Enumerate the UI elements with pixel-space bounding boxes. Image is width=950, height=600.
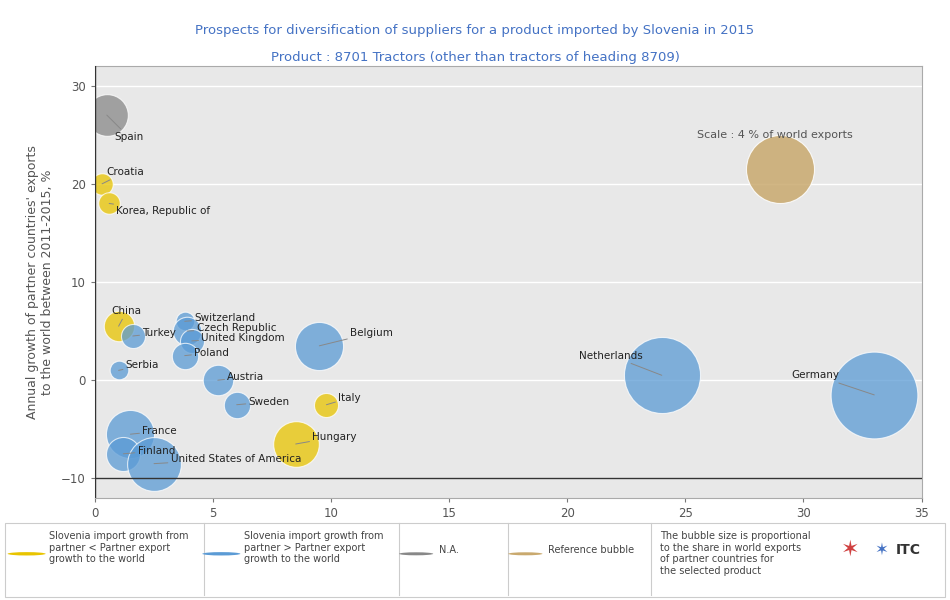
X-axis label: Share of partner countries in Slovenia's imports, 2015, %: Share of partner countries in Slovenia's… [329, 529, 688, 541]
Point [146, 459, 162, 469]
Text: Reference bubble: Reference bubble [548, 545, 635, 554]
Text: Germany: Germany [791, 370, 874, 395]
Text: ✶: ✶ [874, 541, 888, 559]
Point [180, 326, 195, 336]
Text: Finland: Finland [124, 446, 175, 456]
Point [288, 439, 303, 449]
Text: Prospects for diversification of suppliers for a product imported by Slovenia in: Prospects for diversification of supplie… [196, 24, 754, 37]
Text: Croatia: Croatia [102, 167, 144, 184]
Point [177, 316, 192, 326]
Text: Korea, Republic of: Korea, Republic of [109, 203, 210, 217]
Text: United Kingdom: United Kingdom [192, 333, 285, 343]
Point [210, 376, 225, 385]
Point [99, 110, 114, 120]
Circle shape [399, 552, 433, 556]
Text: N.A.: N.A. [439, 545, 459, 554]
Text: ITC: ITC [896, 542, 921, 557]
Text: Spain: Spain [106, 115, 143, 142]
Circle shape [508, 552, 542, 556]
Point [94, 179, 109, 188]
Text: Scale : 4 % of world exports: Scale : 4 % of world exports [697, 130, 853, 140]
Text: Belgium: Belgium [319, 328, 393, 346]
Point [866, 390, 882, 400]
Text: Switzerland: Switzerland [184, 313, 256, 323]
Point [116, 449, 131, 458]
Text: ✶: ✶ [841, 539, 860, 560]
Point [123, 430, 138, 439]
Point [111, 322, 126, 331]
Text: Poland: Poland [184, 347, 229, 358]
Text: Slovenia import growth from
partner < Partner export
growth to the world: Slovenia import growth from partner < Pa… [49, 531, 189, 565]
Text: Austria: Austria [218, 372, 264, 382]
Circle shape [8, 552, 46, 556]
Point [177, 351, 192, 361]
Text: The bubble size is proportional
to the share in world exports
of partner countri: The bubble size is proportional to the s… [660, 531, 811, 576]
Text: Sweden: Sweden [237, 397, 290, 407]
Point [312, 341, 327, 350]
Point [772, 164, 788, 174]
Text: Italy: Italy [327, 393, 361, 405]
Text: Hungary: Hungary [295, 432, 357, 444]
Y-axis label: Annual growth of partner countries' exports
to the world between 2011-2015, %: Annual growth of partner countries' expo… [27, 145, 54, 419]
Point [111, 365, 126, 375]
Text: Turkey: Turkey [133, 328, 176, 338]
Text: Czech Republic: Czech Republic [187, 323, 276, 333]
Point [184, 336, 200, 346]
Text: Serbia: Serbia [119, 361, 159, 370]
Text: Product : 8701 Tractors (other than tractors of heading 8709): Product : 8701 Tractors (other than trac… [271, 51, 679, 64]
Text: China: China [111, 307, 142, 326]
Point [655, 370, 670, 380]
Point [319, 400, 334, 410]
FancyBboxPatch shape [5, 523, 945, 596]
Text: Slovenia import growth from
partner > Partner export
growth to the world: Slovenia import growth from partner > Pa… [244, 531, 384, 565]
Text: France: France [130, 426, 177, 436]
Point [229, 400, 244, 410]
Text: Netherlands: Netherlands [580, 350, 662, 375]
Point [102, 199, 117, 208]
Circle shape [202, 552, 240, 556]
Point [125, 331, 141, 341]
Text: United States of America: United States of America [154, 454, 301, 464]
